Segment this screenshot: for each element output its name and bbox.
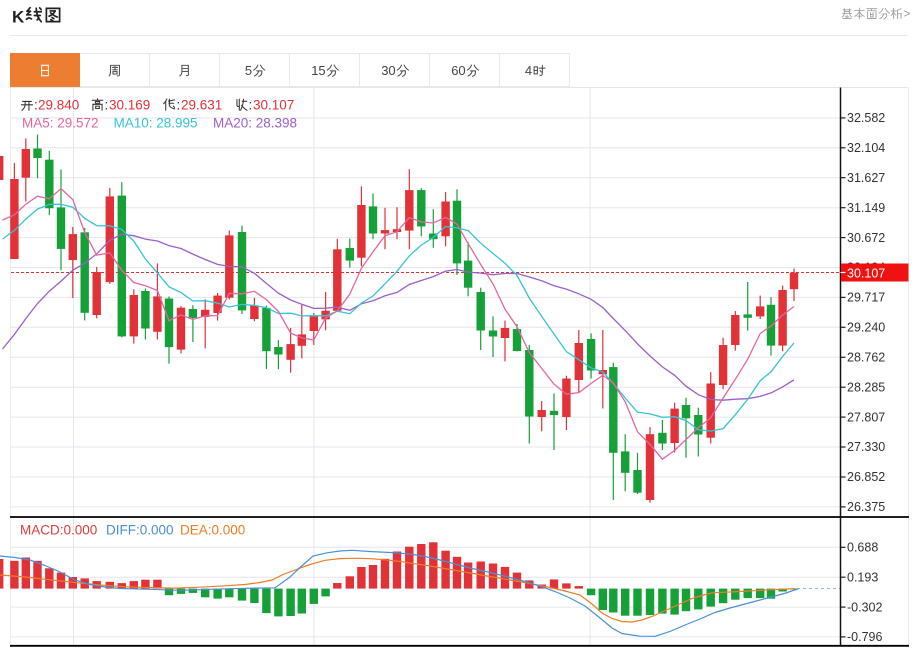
svg-text:27.807: 27.807 — [847, 410, 885, 424]
svg-text:-0.302: -0.302 — [847, 600, 882, 614]
svg-text:29.840: 29.840 — [38, 98, 79, 113]
svg-text:0.688: 0.688 — [847, 541, 878, 555]
svg-text:-0.796: -0.796 — [847, 630, 882, 644]
svg-text:30.169: 30.169 — [109, 98, 150, 113]
svg-text:30.672: 30.672 — [847, 231, 885, 245]
svg-text:27.330: 27.330 — [847, 440, 885, 454]
svg-text:K: K — [12, 8, 25, 27]
svg-text:30: 30 — [381, 63, 395, 78]
svg-text:28.285: 28.285 — [847, 380, 885, 394]
svg-text::: : — [177, 98, 181, 113]
svg-text::: : — [34, 98, 38, 113]
svg-text:30.107: 30.107 — [847, 266, 885, 280]
svg-text:26.852: 26.852 — [847, 470, 885, 484]
svg-text:28.762: 28.762 — [847, 351, 885, 365]
svg-text:31.627: 31.627 — [847, 171, 885, 185]
svg-text:32.582: 32.582 — [847, 111, 885, 125]
svg-text:32.104: 32.104 — [847, 141, 885, 155]
svg-text:29.240: 29.240 — [847, 321, 885, 335]
svg-text:15: 15 — [311, 63, 325, 78]
svg-text:29.717: 29.717 — [847, 291, 885, 305]
svg-text:29.631: 29.631 — [181, 98, 222, 113]
svg-text:0.193: 0.193 — [847, 570, 878, 584]
svg-text:26.375: 26.375 — [847, 500, 885, 514]
svg-text:4: 4 — [525, 63, 532, 78]
svg-text:60: 60 — [451, 63, 465, 78]
svg-text::: : — [105, 98, 109, 113]
svg-text:31.149: 31.149 — [847, 201, 885, 215]
svg-text:30.107: 30.107 — [253, 98, 294, 113]
svg-text:5: 5 — [245, 63, 252, 78]
svg-text::: : — [249, 98, 253, 113]
svg-text:>: > — [904, 7, 911, 21]
